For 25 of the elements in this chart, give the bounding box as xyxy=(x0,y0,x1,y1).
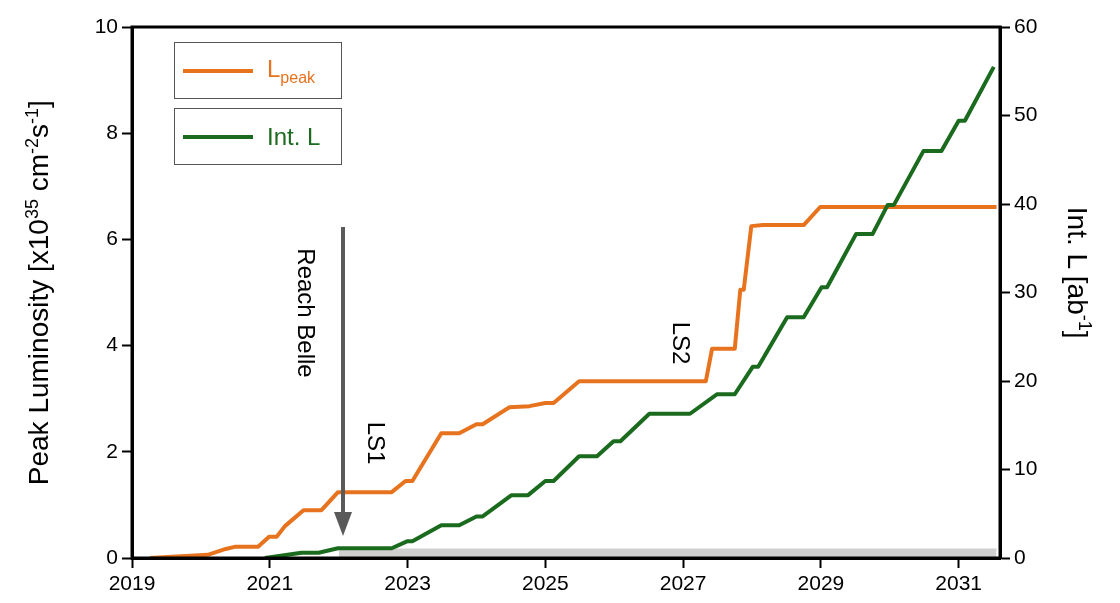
legend-label: L$_{peak}$ xyxy=(267,54,316,87)
annotation: Reach Belle xyxy=(293,248,321,378)
y-tick-label: 0 xyxy=(106,544,118,568)
y2-tick-label: 20 xyxy=(1014,367,1038,391)
y2-tick-label: 0 xyxy=(1014,544,1026,568)
annotation: LS1 xyxy=(363,421,391,465)
x-tick-label: 2027 xyxy=(659,571,707,595)
y2-tick-label: 10 xyxy=(1014,456,1038,480)
x-tick-label: 2019 xyxy=(108,571,156,595)
y-tick-label: 8 xyxy=(106,120,118,143)
x-tick-label: 2021 xyxy=(246,571,294,595)
y-tick-label: 2 xyxy=(106,438,118,462)
x-tick-label: 2029 xyxy=(797,571,845,595)
x-tick-label: 2025 xyxy=(521,571,569,595)
x-tick-label: 2031 xyxy=(935,571,983,595)
legend-label: Int. L xyxy=(267,122,321,151)
annotation: LS2 xyxy=(668,321,696,365)
y-tick-label: 4 xyxy=(106,332,119,356)
x-tick-label: 2023 xyxy=(384,571,431,595)
y-tick-label: 6 xyxy=(106,226,118,250)
y2-tick-label: 30 xyxy=(1014,279,1038,303)
y-tick-label: 10 xyxy=(94,13,118,37)
y2-tick-label: 50 xyxy=(1014,102,1038,126)
y2-tick-label: 40 xyxy=(1014,190,1038,214)
y2-tick-label: 60 xyxy=(1014,13,1038,37)
